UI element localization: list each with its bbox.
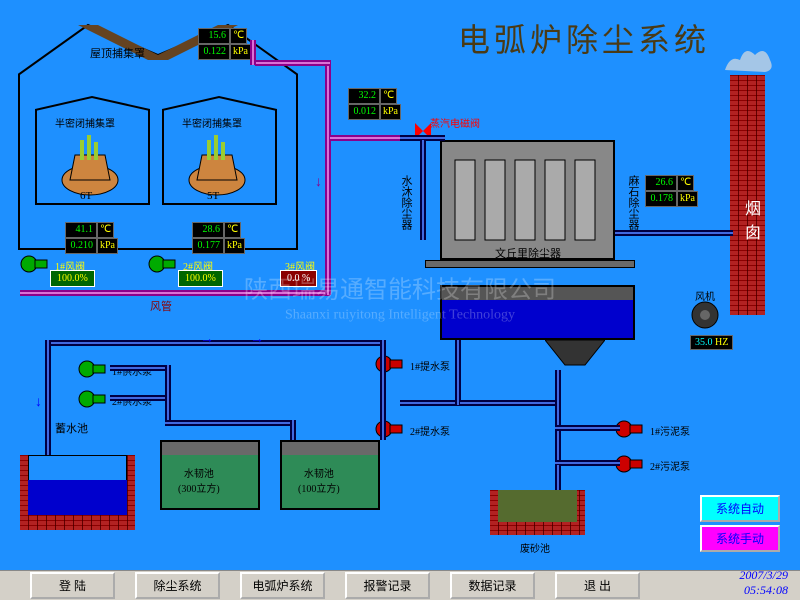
sand-pit-inner [498, 490, 577, 522]
navbar: 登 陆 除尘系统 电弧炉系统 报警记录 数据记录 退 出 [0, 570, 800, 600]
sensor-2: 41.1℃ 0.210kPa [65, 222, 118, 254]
nav-alarm[interactable]: 报警记录 [345, 572, 430, 599]
wpipe-6 [165, 365, 171, 425]
wpipe-2 [380, 340, 386, 440]
page-title: 电弧炉除尘系统 [458, 15, 710, 61]
hood-left-roof [35, 95, 150, 115]
pipe-top-h [255, 60, 330, 66]
pump-mud-2-label: 2#污泥泵 [650, 458, 690, 473]
system-manual-button[interactable]: 系统手动 [700, 525, 780, 552]
nav-arc[interactable]: 电弧炉系统 [240, 572, 325, 599]
pool-store-label: 蓄水池 [55, 420, 88, 436]
wpipe-14 [555, 460, 620, 466]
hood-right-label: 半密闭捕集罩 [182, 115, 242, 130]
steam-valve-label: 蒸汽电磁阀 [430, 115, 480, 130]
roof-icon [18, 20, 298, 80]
chimney-smoke-icon [720, 40, 780, 80]
sensor-3: 28.6℃ 0.177kPa [192, 222, 245, 254]
pool-store-water [28, 480, 127, 515]
sensor-1: 15.6℃ 0.122kPa [198, 28, 251, 60]
pump-supply-2 [78, 390, 108, 408]
pipe-main-v [325, 60, 331, 295]
pump-lift-1-label: 1#提水泵 [410, 358, 450, 373]
arrow-w3: ↓ [35, 395, 42, 411]
damper-1-icon [20, 255, 50, 273]
granite-label: 麻石除尘器 [625, 175, 641, 230]
pipe-roof-v [250, 40, 256, 65]
wpipe-7 [165, 420, 295, 426]
pump-supply-1 [78, 360, 108, 378]
pool-100-label: 水韧池 (100立方) [298, 465, 340, 495]
venturi-platform [425, 260, 635, 268]
nav-dust[interactable]: 除尘系统 [135, 572, 220, 599]
sensor-4: 32.2℃ 0.012kPa [348, 88, 401, 120]
wpipe-10 [455, 340, 461, 405]
pipe-blue-1 [615, 230, 733, 236]
duct-label: 风管 [150, 298, 172, 314]
sand-pit-label: 废砂池 [520, 540, 550, 555]
furnace-right-label: 5T [207, 190, 219, 202]
chimney-icon [730, 75, 765, 315]
nav-login[interactable]: 登 陆 [30, 572, 115, 599]
water-scrubber-label: 水沐除尘器 [398, 175, 414, 230]
pipe-scrub-h [330, 135, 400, 141]
fan-hz: 35.0 HZ [690, 335, 733, 350]
chimney-label: 烟囱 [738, 200, 762, 248]
system-auto-button[interactable]: 系统自动 [700, 495, 780, 522]
furnace-left-label: 6T [80, 190, 92, 202]
nav-data[interactable]: 数据记录 [450, 572, 535, 599]
wpipe-13 [555, 425, 620, 431]
damper-1-pct: 100.0% [50, 270, 95, 287]
sensor-5: 26.6℃ 0.178kPa [645, 175, 698, 207]
damper-2-icon [148, 255, 178, 273]
roof-hood-label: 屋顶捕集罩 [90, 45, 145, 61]
pump-mud-1-label: 1#污泥泵 [650, 423, 690, 438]
hood-left-label: 半密闭捕集罩 [55, 115, 115, 130]
wpipe-1 [45, 340, 385, 346]
pipe-blue-v1 [420, 140, 426, 240]
damper-3-pct: 0.0 % [280, 270, 317, 287]
arrow-1: ↓ [315, 175, 322, 191]
wpipe-9 [400, 400, 460, 406]
fan-icon [690, 300, 720, 330]
pool-300-label: 水韧池 (300立方) [178, 465, 220, 495]
pump-lift-2-label: 2#提水泵 [410, 423, 450, 438]
wpipe-15 [555, 465, 561, 490]
arrow-w1: → [200, 332, 214, 348]
wpipe-5 [45, 340, 51, 460]
pipe-main-h [20, 290, 330, 296]
venturi-internal-icon [450, 150, 605, 250]
damper-2-pct: 100.0% [178, 270, 223, 287]
fan-label: 风机 [695, 288, 715, 303]
arrow-w2: → [250, 332, 264, 348]
hood-right-roof [162, 95, 277, 115]
wpipe-12 [555, 370, 561, 470]
venturi-label: 文丘里除尘器 [495, 245, 561, 261]
settling-hopper-icon [545, 340, 605, 370]
wpipe-4 [110, 395, 170, 401]
wpipe-3 [110, 365, 170, 371]
settling-water [442, 300, 633, 338]
nav-exit[interactable]: 退 出 [555, 572, 640, 599]
datetime-display: 2007/3/2905:54:08 [739, 568, 788, 598]
wpipe-11 [460, 400, 560, 406]
